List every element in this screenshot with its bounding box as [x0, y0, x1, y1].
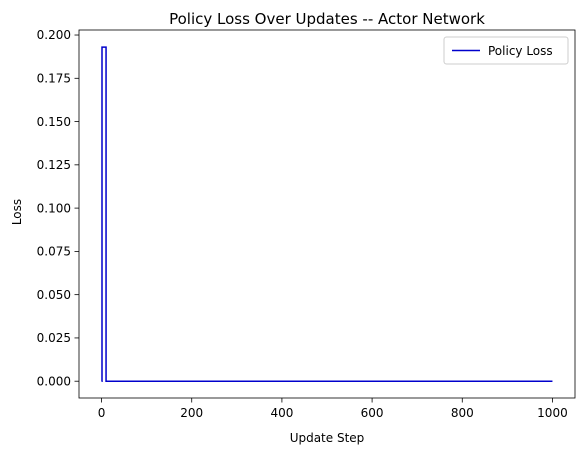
- y-tick-label: 0.025: [37, 331, 71, 345]
- x-tick-label: 1000: [537, 406, 568, 420]
- y-tick-label: 0.150: [37, 115, 71, 129]
- x-tick-label: 200: [180, 406, 203, 420]
- legend-box: [443, 36, 569, 65]
- axes-frame: [78, 29, 576, 399]
- chart-title: Policy Loss Over Updates -- Actor Networ…: [169, 10, 485, 28]
- y-tick-label: 0.200: [37, 28, 71, 42]
- x-tick-label: 400: [270, 406, 293, 420]
- series-line-0: [101, 46, 553, 382]
- x-tick-label: 800: [451, 406, 474, 420]
- plot-area: 0 200 400 600 800 1000 0.000 0.025 0.050 0.075 0.1…: [37, 28, 576, 420]
- x-tick-label: 600: [361, 406, 384, 420]
- y-tick-label: 0.125: [37, 158, 71, 172]
- x-tick-label: 0: [98, 406, 106, 420]
- y-tick-label: 0.000: [37, 374, 71, 388]
- y-tick-label: 0.100: [37, 201, 71, 215]
- y-tick-label: 0.050: [37, 288, 71, 302]
- y-axis-label: Loss: [10, 199, 24, 225]
- legend: Policy Loss: [443, 36, 569, 65]
- y-tick-label: 0.075: [37, 245, 71, 259]
- x-axis-label: Update Step: [290, 431, 365, 445]
- y-tick-label: 0.175: [37, 71, 71, 85]
- legend-label: Policy Loss: [488, 44, 553, 58]
